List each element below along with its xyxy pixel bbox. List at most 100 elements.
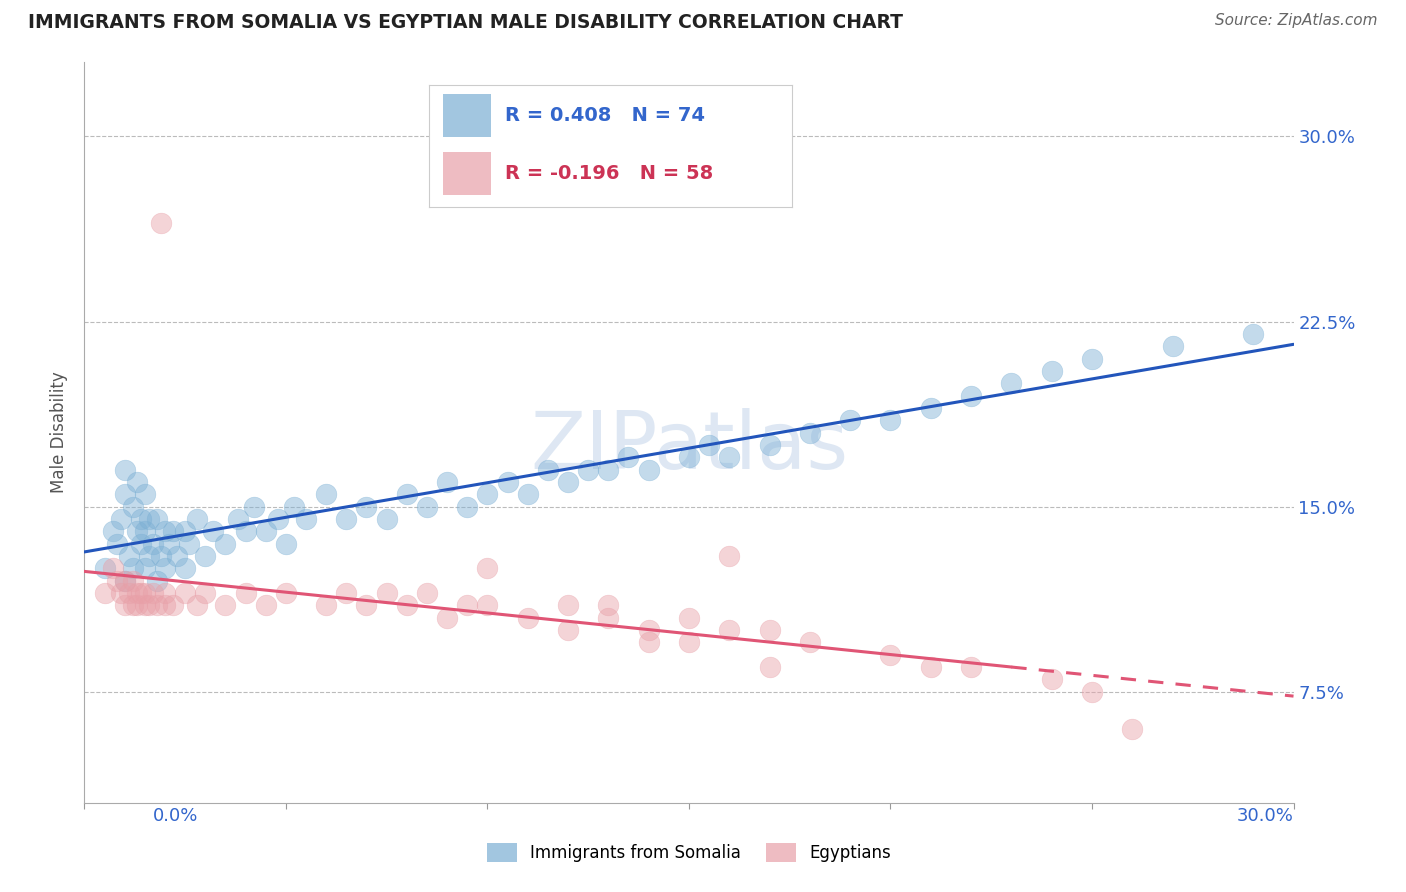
- Point: [496, 475, 519, 489]
- Point: [477, 561, 499, 575]
- Point: [254, 599, 277, 613]
- Point: [149, 216, 172, 230]
- Point: [254, 524, 277, 539]
- Point: [274, 586, 297, 600]
- Point: [142, 586, 165, 600]
- Point: [129, 536, 152, 550]
- Point: [335, 586, 357, 600]
- Point: [186, 512, 208, 526]
- Point: [129, 512, 152, 526]
- Point: [125, 586, 148, 600]
- Point: [456, 500, 478, 514]
- Point: [576, 462, 599, 476]
- Point: [121, 561, 143, 575]
- Point: [174, 586, 197, 600]
- Point: [118, 549, 141, 563]
- Point: [637, 635, 659, 649]
- Point: [235, 524, 257, 539]
- Point: [516, 487, 538, 501]
- Point: [718, 549, 741, 563]
- Point: [153, 524, 176, 539]
- Point: [758, 660, 780, 674]
- Y-axis label: Male Disability: Male Disability: [51, 372, 69, 493]
- Point: [134, 586, 156, 600]
- Point: [129, 586, 152, 600]
- Point: [235, 586, 257, 600]
- Point: [516, 611, 538, 625]
- Point: [125, 524, 148, 539]
- Point: [879, 648, 901, 662]
- Point: [477, 599, 499, 613]
- Point: [697, 438, 720, 452]
- Point: [101, 561, 124, 575]
- Point: [1081, 685, 1104, 699]
- Point: [138, 599, 160, 613]
- Point: [1040, 673, 1063, 687]
- Point: [186, 599, 208, 613]
- Text: Source: ZipAtlas.com: Source: ZipAtlas.com: [1215, 13, 1378, 29]
- Point: [557, 475, 579, 489]
- Point: [637, 623, 659, 637]
- Point: [598, 599, 620, 613]
- Point: [101, 524, 124, 539]
- Point: [142, 536, 165, 550]
- Point: [1241, 326, 1264, 341]
- Point: [93, 561, 115, 575]
- Point: [194, 549, 217, 563]
- Point: [598, 462, 620, 476]
- Point: [162, 524, 184, 539]
- Point: [162, 599, 184, 613]
- Point: [121, 574, 143, 588]
- Point: [718, 450, 741, 465]
- Text: IMMIGRANTS FROM SOMALIA VS EGYPTIAN MALE DISABILITY CORRELATION CHART: IMMIGRANTS FROM SOMALIA VS EGYPTIAN MALE…: [28, 13, 903, 32]
- Point: [105, 574, 128, 588]
- Point: [214, 599, 236, 613]
- Point: [146, 574, 169, 588]
- Point: [138, 512, 160, 526]
- Point: [557, 599, 579, 613]
- Point: [960, 660, 983, 674]
- Point: [295, 512, 318, 526]
- Point: [93, 586, 115, 600]
- Point: [274, 536, 297, 550]
- Text: ZIPatlas: ZIPatlas: [530, 409, 848, 486]
- Point: [166, 549, 188, 563]
- Point: [799, 425, 821, 440]
- Point: [146, 512, 169, 526]
- Point: [879, 413, 901, 427]
- Point: [157, 536, 180, 550]
- Point: [920, 401, 942, 415]
- Point: [134, 561, 156, 575]
- Point: [598, 611, 620, 625]
- Point: [149, 549, 172, 563]
- Point: [395, 599, 418, 613]
- Point: [153, 561, 176, 575]
- Point: [146, 599, 169, 613]
- Point: [134, 599, 156, 613]
- Point: [153, 586, 176, 600]
- Point: [134, 524, 156, 539]
- Point: [114, 574, 136, 588]
- Point: [395, 487, 418, 501]
- Point: [537, 462, 560, 476]
- Point: [375, 586, 398, 600]
- Point: [283, 500, 305, 514]
- Text: 0.0%: 0.0%: [153, 806, 198, 824]
- Point: [118, 586, 141, 600]
- Point: [1161, 339, 1184, 353]
- Point: [557, 623, 579, 637]
- Point: [125, 475, 148, 489]
- Legend: Immigrants from Somalia, Egyptians: Immigrants from Somalia, Egyptians: [479, 836, 898, 869]
- Point: [335, 512, 357, 526]
- Point: [267, 512, 290, 526]
- Point: [758, 438, 780, 452]
- Point: [920, 660, 942, 674]
- Point: [121, 599, 143, 613]
- Point: [138, 549, 160, 563]
- Point: [114, 462, 136, 476]
- Point: [637, 462, 659, 476]
- Point: [174, 561, 197, 575]
- Point: [718, 623, 741, 637]
- Point: [194, 586, 217, 600]
- Point: [617, 450, 640, 465]
